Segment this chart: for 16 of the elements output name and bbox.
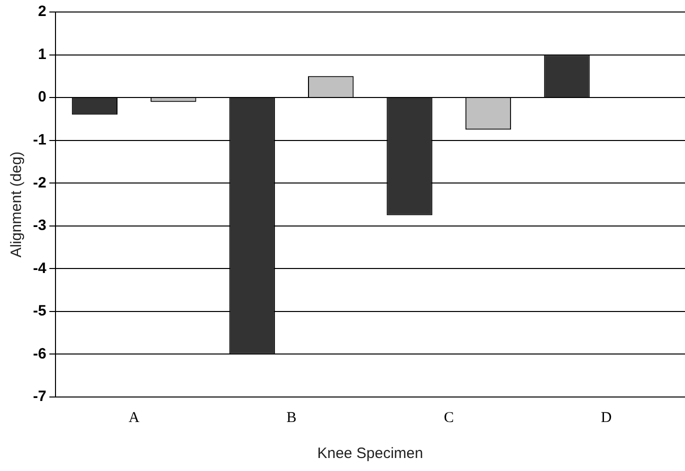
x-tick-label: B [286,410,296,426]
x-axis-title: Knee Specimen [317,445,424,462]
y-tick-label: -4 [32,260,47,277]
y-tick-label: -5 [32,302,46,320]
y-tick-label: 1 [38,46,46,63]
x-tick-label: A [128,410,140,426]
y-tick-label: 2 [38,3,46,20]
y-tick-label: -6 [32,345,46,362]
x-tick-label: D [600,410,612,426]
y-axis-title: Alignment (deg) [8,152,26,258]
y-tick-label: -3 [32,217,46,234]
x-tick-label: C [444,410,454,426]
y-tick-label: -2 [32,174,46,192]
y-tick-label: -1 [32,131,46,148]
y-tick-label: 0 [38,88,46,106]
y-tick-label: -7 [32,388,46,406]
